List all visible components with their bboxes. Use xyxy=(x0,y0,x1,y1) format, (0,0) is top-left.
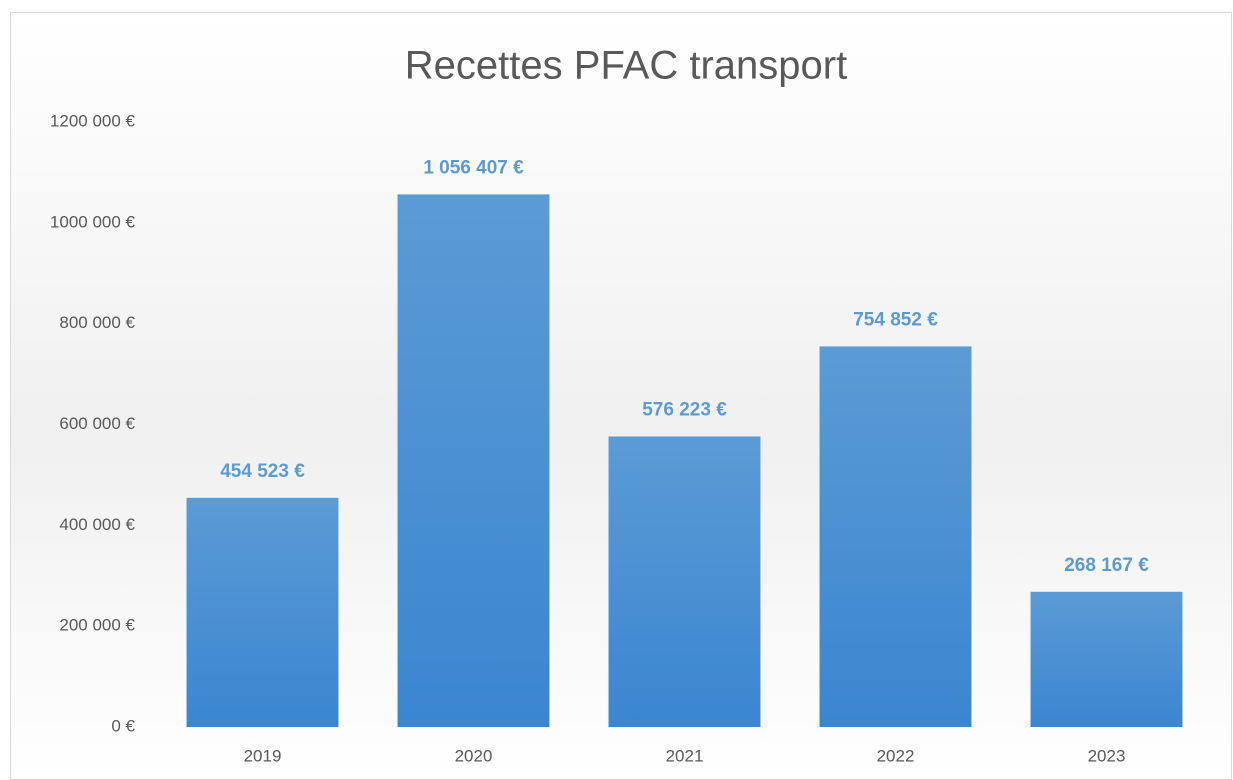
x-tick-label: 2021 xyxy=(666,746,704,765)
y-tick-label: 600 000 € xyxy=(59,414,135,433)
data-label: 576 223 € xyxy=(642,400,727,421)
bar xyxy=(1030,591,1183,727)
bar xyxy=(819,346,972,727)
y-tick-label: 800 000 € xyxy=(59,313,135,332)
bar xyxy=(608,436,761,727)
chart-title: Recettes PFAC transport xyxy=(405,44,847,88)
bar xyxy=(397,194,550,728)
y-tick-label: 400 000 € xyxy=(59,515,135,534)
bar xyxy=(186,497,339,727)
data-label: 268 167 € xyxy=(1064,555,1149,576)
y-tick-label: 1200 000 € xyxy=(50,111,136,130)
data-label: 454 523 € xyxy=(220,461,305,482)
x-tick-label: 2019 xyxy=(244,746,282,765)
x-tick-label: 2020 xyxy=(455,746,493,765)
data-label: 1 056 407 € xyxy=(423,157,524,178)
data-label: 754 852 € xyxy=(853,309,938,330)
x-tick-label: 2022 xyxy=(877,746,915,765)
y-tick-label: 200 000 € xyxy=(59,616,135,635)
x-tick-label: 2023 xyxy=(1088,746,1126,765)
y-tick-label: 0 € xyxy=(111,716,135,735)
y-tick-label: 1000 000 € xyxy=(50,212,136,231)
